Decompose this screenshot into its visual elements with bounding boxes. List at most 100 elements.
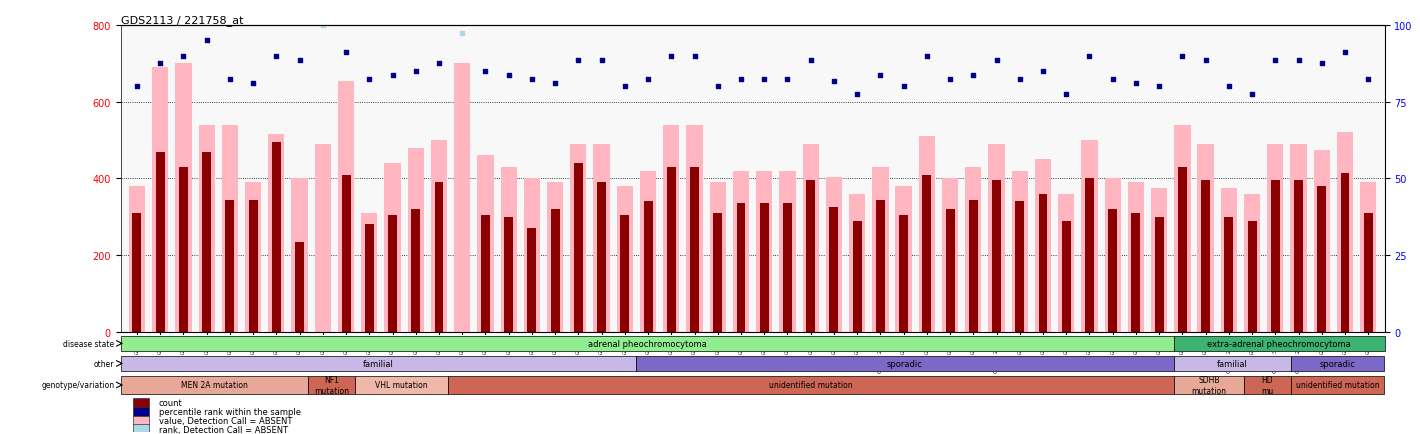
Bar — [780, 171, 795, 332]
Bar — [667, 168, 676, 332]
Bar — [1294, 181, 1304, 332]
Bar — [1011, 171, 1028, 332]
Bar — [291, 179, 308, 332]
Bar — [1108, 210, 1118, 332]
Point — [474, 69, 497, 76]
Bar — [896, 187, 912, 332]
Text: unidentified mutation: unidentified mutation — [1296, 381, 1379, 390]
Point — [683, 53, 706, 60]
Bar — [1152, 189, 1167, 332]
Bar — [202, 152, 212, 332]
Bar — [713, 214, 723, 332]
Point — [961, 72, 984, 79]
Bar — [946, 210, 954, 332]
Bar — [121, 376, 308, 394]
Bar — [133, 416, 149, 425]
Text: sporadic: sporadic — [886, 359, 923, 368]
Bar — [121, 336, 1174, 351]
Bar — [1174, 356, 1291, 371]
Bar — [598, 183, 606, 332]
Text: SDHB
mutation: SDHB mutation — [1191, 375, 1227, 395]
Bar — [268, 135, 284, 332]
Bar — [1291, 356, 1384, 371]
Bar — [941, 179, 958, 332]
Bar — [1015, 202, 1024, 332]
Text: SD
HD
mu
tation: SD HD mu tation — [1257, 365, 1279, 405]
Point — [521, 76, 544, 83]
Point — [591, 57, 613, 64]
Bar — [1291, 376, 1384, 394]
Bar — [152, 68, 169, 332]
Bar — [710, 183, 726, 332]
Bar — [782, 204, 792, 332]
Point — [1241, 92, 1264, 99]
Point — [266, 53, 288, 60]
Bar — [594, 145, 609, 332]
Bar — [1174, 125, 1190, 332]
Point — [1078, 53, 1100, 60]
Bar — [852, 221, 862, 332]
Bar — [222, 125, 239, 332]
Bar — [571, 145, 586, 332]
Bar — [133, 407, 149, 416]
Bar — [121, 356, 636, 371]
Bar — [1154, 217, 1163, 332]
Bar — [755, 171, 772, 332]
Point — [869, 72, 892, 79]
Bar — [919, 137, 934, 332]
Bar — [504, 217, 513, 332]
Bar — [199, 125, 214, 332]
Bar — [430, 141, 447, 332]
Point — [241, 80, 264, 87]
Bar — [1127, 183, 1145, 332]
Point — [172, 53, 195, 60]
Point — [1008, 76, 1031, 83]
Point — [777, 76, 799, 83]
Point — [149, 61, 172, 68]
Point — [985, 57, 1008, 64]
Text: familial: familial — [362, 359, 393, 368]
Bar — [574, 164, 582, 332]
Bar — [527, 229, 537, 332]
Bar — [1174, 376, 1244, 394]
Bar — [1340, 173, 1349, 332]
Bar — [129, 187, 145, 332]
Text: GDS2113 / 221758_at: GDS2113 / 221758_at — [121, 15, 243, 26]
Bar — [690, 168, 699, 332]
Bar — [802, 145, 819, 332]
Point — [939, 76, 961, 83]
Point — [335, 49, 358, 56]
Text: VHL mutation: VHL mutation — [375, 381, 427, 390]
Point — [497, 72, 520, 79]
Bar — [1271, 181, 1279, 332]
Bar — [271, 143, 281, 332]
Bar — [849, 194, 865, 332]
Bar — [524, 179, 540, 332]
Bar — [1314, 150, 1331, 332]
Bar — [1035, 160, 1051, 332]
Bar — [829, 208, 838, 332]
Bar — [1248, 221, 1257, 332]
Bar — [156, 152, 165, 332]
Text: NF1
mutation: NF1 mutation — [314, 375, 349, 395]
Text: count: count — [159, 398, 182, 408]
Bar — [385, 164, 400, 332]
Bar — [315, 145, 331, 332]
Point — [288, 57, 311, 64]
Point — [753, 76, 775, 83]
Bar — [966, 168, 981, 332]
Bar — [968, 200, 978, 332]
Bar — [1244, 194, 1260, 332]
Bar — [551, 210, 559, 332]
Bar — [179, 168, 187, 332]
Bar — [899, 215, 907, 332]
Bar — [454, 64, 470, 332]
Point — [1287, 57, 1309, 64]
Bar — [132, 214, 142, 332]
Point — [636, 76, 659, 83]
Bar — [1174, 336, 1384, 351]
Bar — [342, 175, 351, 332]
Bar — [295, 242, 304, 332]
Point — [358, 76, 381, 83]
Bar — [408, 148, 425, 332]
